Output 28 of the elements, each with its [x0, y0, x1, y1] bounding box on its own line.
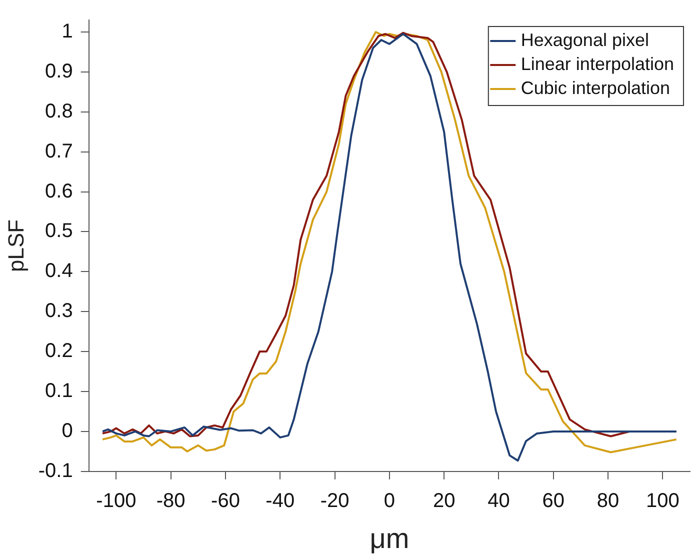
legend-label: Hexagonal pixel [520, 30, 649, 50]
y-axis-title: pLSF [3, 219, 28, 272]
y-tick-label: 0.6 [45, 180, 73, 202]
x-axis-title: μm [370, 522, 410, 554]
x-tick-label: 40 [488, 490, 510, 512]
x-tick-label: 20 [432, 490, 456, 512]
y-tick-label: 1 [62, 20, 73, 42]
x-tick-label: 0 [384, 490, 395, 512]
y-tick-label: 0 [62, 420, 73, 442]
legend-label: Linear interpolation [520, 54, 674, 74]
y-tick-label: 0.8 [45, 100, 73, 122]
x-tick-label: -40 [266, 490, 295, 512]
x-tick-label: -100 [96, 490, 136, 512]
legend-label: Cubic interpolation [520, 78, 670, 98]
x-tick-label: 60 [542, 490, 565, 512]
x-tick-label: 80 [596, 490, 620, 512]
x-tick-label: -80 [156, 490, 186, 512]
y-tick-label: 0.7 [45, 140, 73, 162]
y-tick-label: -0.1 [38, 460, 73, 482]
y-tick-label: 0.1 [45, 380, 73, 402]
y-tick-label: 0.2 [45, 340, 73, 362]
y-tick-label: 0.5 [45, 220, 73, 242]
x-tick-label: 100 [646, 490, 680, 512]
y-tick-label: 0.4 [45, 260, 73, 282]
x-tick-label: -60 [211, 490, 240, 512]
x-tick-label: -20 [320, 490, 350, 512]
y-tick-label: 0.9 [45, 60, 73, 82]
y-tick-label: 0.3 [45, 300, 73, 322]
